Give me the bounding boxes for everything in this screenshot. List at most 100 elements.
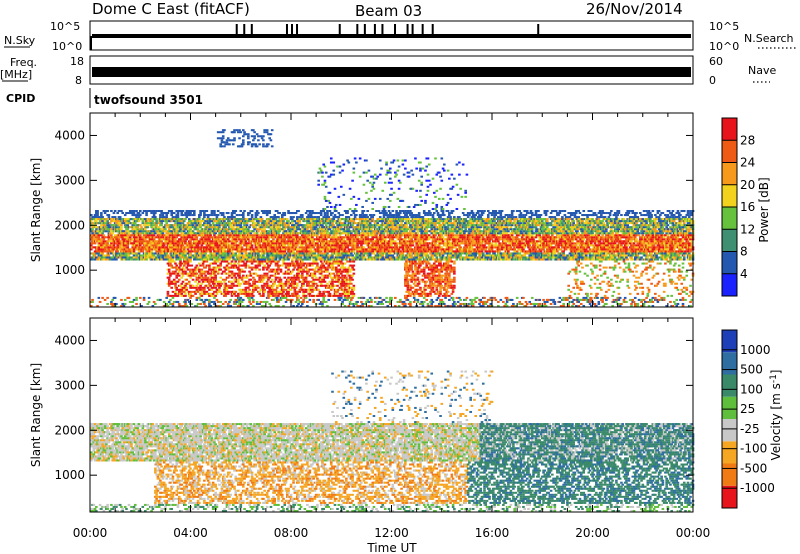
heatmap-cell	[109, 240, 112, 242]
heatmap-cell	[115, 242, 118, 244]
heatmap-cell	[135, 216, 138, 218]
heatmap-cell	[159, 230, 162, 232]
heatmap-cell	[203, 303, 206, 305]
nsky-spike	[291, 24, 293, 36]
heatmap-cell	[170, 246, 173, 248]
heatmap-cell	[125, 259, 128, 261]
heatmap-cell	[216, 238, 219, 240]
heatmap-cell	[172, 271, 175, 273]
heatmap-cell	[128, 254, 131, 256]
heatmap-cell	[214, 228, 217, 230]
heatmap-cell	[160, 240, 163, 242]
heatmap-cell	[152, 242, 155, 244]
heatmap-cell	[178, 271, 181, 273]
heatmap-cell	[178, 267, 181, 269]
heatmap-cell	[150, 212, 153, 214]
heatmap-cell	[192, 220, 195, 222]
heatmap-cell	[209, 293, 212, 295]
heatmap-cell	[187, 252, 190, 254]
heatmap-cell	[183, 234, 186, 236]
heatmap-cell	[94, 242, 97, 244]
heatmap-cell	[160, 222, 163, 224]
heatmap-cell	[106, 297, 109, 299]
heatmap-cell	[111, 232, 114, 234]
heatmap-cell	[199, 285, 202, 287]
heatmap-cell	[106, 220, 109, 222]
heatmap-cell	[201, 283, 204, 285]
heatmap-cell	[216, 293, 219, 295]
heatmap-cell	[204, 214, 207, 216]
heatmap-cell	[175, 236, 178, 238]
heatmap-cell	[211, 289, 214, 291]
heatmap-cell	[95, 220, 98, 222]
heatmap-cell	[100, 248, 103, 250]
heatmap-cell	[197, 232, 200, 234]
heatmap-cell	[170, 212, 173, 214]
nsearch-label: N.Search	[744, 32, 794, 45]
heatmap-cell	[218, 283, 221, 285]
heatmap-cell	[125, 218, 128, 220]
heatmap-cell	[170, 224, 173, 226]
heatmap-cell	[185, 279, 188, 281]
heatmap-cell	[178, 275, 181, 277]
heatmap-cell	[111, 250, 114, 252]
heatmap-cell	[188, 218, 191, 220]
heatmap-cell	[108, 224, 111, 226]
heatmap-cell	[91, 226, 94, 228]
heatmap-cell	[142, 232, 145, 234]
heatmap-cell	[179, 222, 182, 224]
heatmap-cell	[184, 218, 187, 220]
heatmap-cell	[139, 244, 142, 246]
heatmap-cell	[124, 256, 127, 258]
heatmap-cell	[139, 238, 142, 240]
heatmap-cell	[148, 234, 151, 236]
heatmap-cell	[180, 283, 183, 285]
heatmap-cell	[187, 273, 190, 275]
heatmap-cell	[168, 301, 171, 303]
heatmap-cell	[188, 230, 191, 232]
heatmap-cell	[208, 281, 211, 283]
heatmap-cell	[110, 230, 113, 232]
heatmap-cell	[100, 254, 103, 256]
heatmap-cell	[128, 232, 131, 234]
heatmap-cell	[159, 214, 162, 216]
heatmap-cell	[213, 301, 216, 303]
heatmap-cell	[91, 299, 94, 301]
heatmap-cell	[207, 271, 210, 273]
heatmap-cell	[196, 299, 199, 301]
heatmap-cell	[217, 265, 220, 267]
heatmap-cell	[148, 218, 151, 220]
heatmap-cell	[163, 244, 166, 246]
heatmap-cell	[182, 267, 185, 269]
heatmap-cell	[201, 293, 204, 295]
heatmap-cell	[164, 228, 167, 230]
heatmap-cell	[189, 214, 192, 216]
heatmap-cell	[159, 244, 162, 246]
heatmap-cell	[91, 301, 94, 303]
heatmap-cell	[165, 216, 168, 218]
heatmap-cell	[157, 259, 160, 261]
heatmap-cell	[183, 269, 186, 271]
heatmap-cell	[99, 301, 102, 303]
heatmap-cell	[197, 220, 200, 222]
heatmap-cell	[204, 236, 207, 238]
heatmap-cell	[202, 210, 205, 212]
heatmap-cell	[153, 226, 156, 228]
heatmap-cell	[173, 295, 176, 297]
heatmap-cell	[175, 275, 178, 277]
heatmap-cell	[126, 234, 129, 236]
heatmap-cell	[165, 234, 168, 236]
heatmap-cell	[118, 236, 121, 238]
heatmap-cell	[187, 228, 190, 230]
nsky-spike	[236, 24, 238, 36]
heatmap-cell	[118, 220, 121, 222]
heatmap-cell	[158, 256, 161, 258]
heatmap-cell	[160, 228, 163, 230]
heatmap-cell	[170, 287, 173, 289]
heatmap-cell	[169, 261, 172, 263]
heatmap-cell	[173, 236, 176, 238]
heatmap-cell	[180, 240, 183, 242]
heatmap-cell	[125, 254, 128, 256]
heatmap-cell	[93, 230, 96, 232]
heatmap-cell	[153, 254, 156, 256]
